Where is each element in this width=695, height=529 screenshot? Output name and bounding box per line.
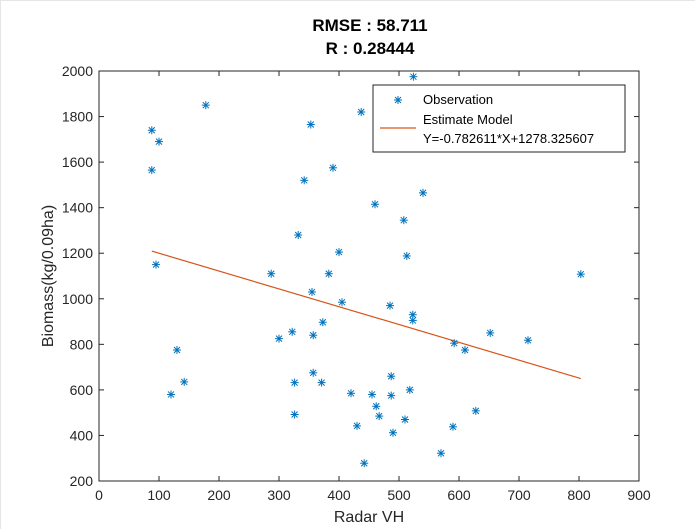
observation-point <box>155 137 163 146</box>
observation-point <box>329 163 337 172</box>
observation-point <box>486 328 495 337</box>
x-tick-label: 800 <box>567 487 591 503</box>
x-tick-label: 700 <box>507 487 531 503</box>
observation-point <box>371 200 379 209</box>
observation-point <box>419 188 427 197</box>
observation-point <box>360 459 369 468</box>
x-tick-label: 600 <box>447 487 471 503</box>
y-axis-label: Biomass(kg/0.09ha) <box>40 205 57 347</box>
observation-point <box>152 260 160 269</box>
observation-point <box>353 421 361 430</box>
observation-point <box>408 316 417 325</box>
y-tick-label: 800 <box>70 336 94 352</box>
observation-point <box>167 390 175 399</box>
observation-point <box>386 301 394 310</box>
observation-point <box>309 331 318 340</box>
observation-point <box>437 449 445 458</box>
observation-point <box>461 346 469 355</box>
observation-point <box>449 422 457 431</box>
observation-point <box>290 410 299 419</box>
observation-point <box>290 378 299 387</box>
y-tick-label: 400 <box>70 427 94 443</box>
observation-point <box>317 378 326 387</box>
observation-point <box>180 377 189 386</box>
legend-model-label: Estimate Model <box>423 112 513 127</box>
observation-point <box>347 389 355 398</box>
observation-point <box>309 368 318 377</box>
observation-points-layer <box>147 72 585 468</box>
y-tick-label: 1000 <box>62 291 93 307</box>
x-tick-label: 200 <box>207 487 231 503</box>
chart-title: RMSE : 58.711 <box>312 16 427 35</box>
observation-point <box>389 428 397 437</box>
model-line-layer <box>151 250 581 380</box>
observation-point <box>267 269 276 278</box>
observation-point <box>387 391 396 400</box>
legend-box <box>372 84 626 153</box>
y-tick-label: 200 <box>70 473 94 489</box>
y-tick-label: 1400 <box>62 200 93 216</box>
observation-point <box>318 318 327 327</box>
observation-point <box>294 231 303 239</box>
observation-point <box>524 336 532 345</box>
observation-point <box>173 346 181 355</box>
observation-point <box>201 101 210 110</box>
x-tick-label: 300 <box>267 487 291 503</box>
observation-point <box>387 372 396 381</box>
observation-point <box>471 406 480 415</box>
y-tick-label: 1600 <box>62 154 93 170</box>
x-tick-label: 900 <box>627 487 651 503</box>
observation-point <box>368 390 376 399</box>
ticks-layer: 0 100 200 300 400 500 600 700 800 900 200 400 600 800… <box>62 63 651 503</box>
x-axis-label: Radar VH <box>334 509 404 526</box>
observation-point <box>409 72 418 81</box>
y-tick-label: 1800 <box>62 109 93 125</box>
legend-observation-label: Observation <box>423 92 493 107</box>
observation-point <box>288 327 297 336</box>
x-tick-label: 400 <box>327 487 351 503</box>
observation-point <box>308 287 316 296</box>
legend-observation-marker <box>394 96 402 104</box>
chart-subtitle: R : 0.28444 <box>326 39 415 58</box>
observation-point <box>450 339 459 348</box>
observation-point <box>306 120 315 129</box>
y-tick-label: 2000 <box>62 63 93 79</box>
observation-point <box>357 108 366 116</box>
observation-point <box>147 166 156 175</box>
observation-point <box>335 248 343 257</box>
observation-point <box>405 385 414 394</box>
observation-point <box>402 251 411 260</box>
observation-point <box>275 334 283 343</box>
legend-observation-star <box>394 96 402 104</box>
y-tick-label: 1200 <box>62 245 93 261</box>
observation-point <box>338 298 346 307</box>
estimate-model-line <box>151 250 581 380</box>
y-tick-label: 600 <box>70 382 94 398</box>
observation-point <box>375 412 384 421</box>
legend-equation-label: Y=-0.782611*X+1278.325607 <box>423 131 594 146</box>
observation-point <box>147 126 156 135</box>
observation-point <box>401 415 409 424</box>
observation-point <box>576 270 585 279</box>
legend: Observation Estimate Model Y=-0.782611*X… <box>372 84 626 153</box>
observation-point <box>399 216 408 225</box>
x-tick-label: 0 <box>95 487 103 503</box>
x-tick-label: 500 <box>387 487 411 503</box>
x-tick-label: 100 <box>147 487 171 503</box>
observation-point <box>300 176 309 185</box>
observation-point <box>372 402 381 411</box>
observation-point <box>324 269 333 278</box>
